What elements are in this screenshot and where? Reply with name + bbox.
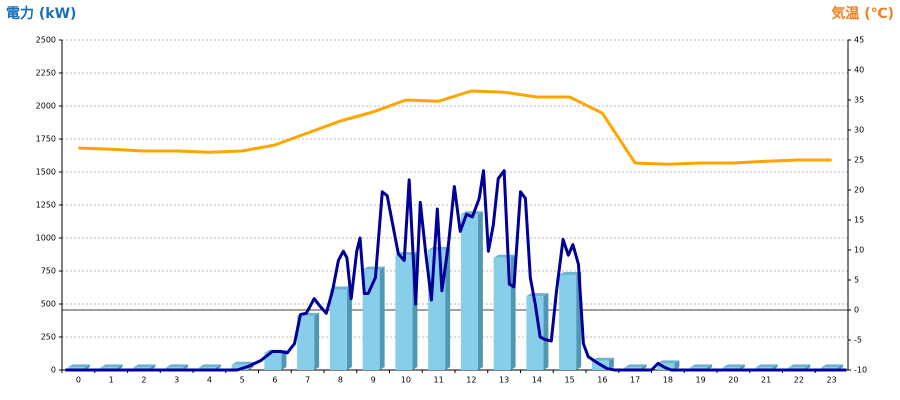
x-tick-label: 13 xyxy=(499,376,509,385)
bar-side xyxy=(281,349,287,370)
x-tick-label: 18 xyxy=(663,376,673,385)
bar-top xyxy=(493,254,516,258)
bar xyxy=(428,249,446,370)
y-tick-label: 1500 xyxy=(36,168,56,177)
y2-tick-label: -10 xyxy=(854,366,867,375)
bar-side xyxy=(674,360,680,370)
bar-top xyxy=(821,364,844,368)
y-tick-label: 500 xyxy=(41,300,56,309)
y-tick-label: 750 xyxy=(41,267,56,276)
x-tick-label: 5 xyxy=(240,376,245,385)
x-tick-label: 3 xyxy=(174,376,179,385)
bar-top xyxy=(657,360,680,364)
bar-top xyxy=(198,364,221,368)
bar xyxy=(493,257,511,370)
x-tick-label: 10 xyxy=(401,376,411,385)
y-tick-label: 1750 xyxy=(36,135,56,144)
x-tick-label: 4 xyxy=(207,376,212,385)
bar xyxy=(329,289,347,370)
y2-tick-label: 5 xyxy=(854,276,859,285)
x-tick-label: 8 xyxy=(338,376,343,385)
bar-side xyxy=(445,246,451,370)
bar-side xyxy=(379,266,385,370)
y2-tick-label: 25 xyxy=(854,156,864,165)
x-tick-label: 2 xyxy=(141,376,146,385)
y-tick-label: 250 xyxy=(41,333,56,342)
y-tick-label: 2250 xyxy=(36,69,56,78)
bar-top xyxy=(329,286,352,290)
x-tick-label: 9 xyxy=(371,376,376,385)
bar-top xyxy=(755,364,778,368)
x-tick-label: 21 xyxy=(761,376,771,385)
bar-top xyxy=(690,364,713,368)
bar xyxy=(460,214,478,370)
bar-top xyxy=(100,364,123,368)
bar xyxy=(264,352,282,370)
bar-top xyxy=(722,364,745,368)
y2-tick-label: -5 xyxy=(854,336,862,345)
bar-side xyxy=(608,357,614,370)
x-tick-label: 7 xyxy=(305,376,310,385)
x-tick-label: 0 xyxy=(76,376,81,385)
x-tick-label: 20 xyxy=(728,376,738,385)
x-tick-label: 11 xyxy=(434,376,444,385)
y-tick-label: 1250 xyxy=(36,201,56,210)
y2-tick-label: 30 xyxy=(854,126,864,135)
bar-top xyxy=(67,364,90,368)
x-tick-label: 1 xyxy=(109,376,114,385)
bar-side xyxy=(477,211,483,370)
y2-axis-title: 気温 (℃) xyxy=(831,5,894,22)
x-tick-label: 15 xyxy=(565,376,575,385)
bar xyxy=(231,364,249,370)
x-tick-label: 19 xyxy=(696,376,706,385)
x-tick-label: 23 xyxy=(827,376,837,385)
x-tick-label: 22 xyxy=(794,376,804,385)
bar-top xyxy=(362,266,385,270)
y-tick-label: 2500 xyxy=(36,36,56,45)
y2-tick-label: 15 xyxy=(854,216,864,225)
y-tick-label: 1000 xyxy=(36,234,56,243)
x-tick-label: 17 xyxy=(630,376,640,385)
bar-top xyxy=(166,364,189,368)
x-tick-label: 12 xyxy=(466,376,476,385)
y2-tick-label: 35 xyxy=(854,96,864,105)
y2-tick-label: 40 xyxy=(854,66,864,75)
bar-side xyxy=(543,293,549,370)
bar-top xyxy=(788,364,811,368)
bar xyxy=(526,296,544,370)
bar xyxy=(395,255,413,370)
y2-tick-label: 45 xyxy=(854,36,864,45)
bar-top xyxy=(231,361,254,365)
x-tick-label: 16 xyxy=(597,376,607,385)
x-tick-label: 6 xyxy=(272,376,277,385)
line xyxy=(78,89,832,166)
bar-top xyxy=(559,271,582,275)
bar xyxy=(559,274,577,370)
bar xyxy=(297,315,315,370)
y-axis-title: 電力 (kW) xyxy=(6,5,76,22)
bar-top xyxy=(591,357,614,361)
y-tick-label: 2000 xyxy=(36,102,56,111)
bar-side xyxy=(346,286,352,370)
bar-top xyxy=(624,364,647,368)
y-tick-label: 0 xyxy=(51,366,56,375)
y2-tick-label: 20 xyxy=(854,186,864,195)
x-tick-label: 14 xyxy=(532,376,542,385)
y2-tick-label: 0 xyxy=(854,306,859,315)
line xyxy=(65,169,847,372)
bar-top xyxy=(133,364,156,368)
y2-tick-label: 10 xyxy=(854,246,864,255)
bar-side xyxy=(314,312,320,370)
